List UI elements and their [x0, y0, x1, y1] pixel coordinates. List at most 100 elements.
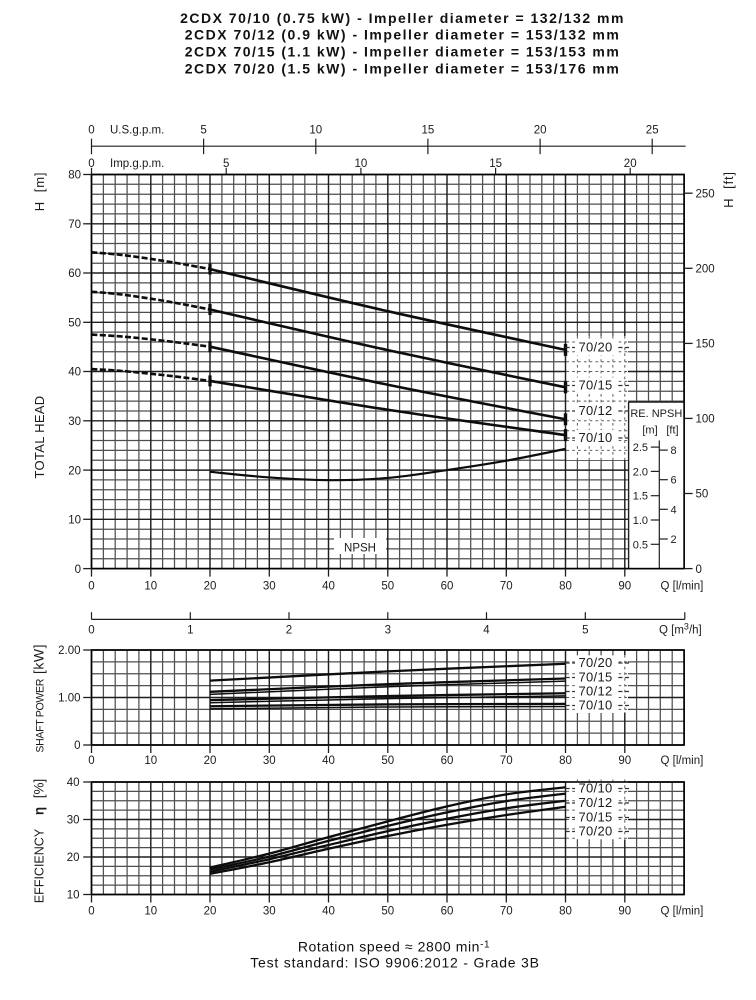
- svg-text:15: 15: [489, 158, 502, 170]
- svg-text:2.00: 2.00: [58, 645, 80, 657]
- svg-text:20: 20: [204, 906, 217, 918]
- svg-text:0: 0: [88, 755, 94, 767]
- svg-text:70/12: 70/12: [578, 403, 612, 418]
- svg-text:30: 30: [263, 581, 276, 593]
- svg-text:90: 90: [618, 581, 631, 593]
- svg-text:70: 70: [68, 219, 81, 231]
- svg-text:70/20: 70/20: [578, 340, 612, 355]
- svg-text:0: 0: [88, 124, 94, 136]
- svg-text:Rotation speed ≈ 2800 min-1: Rotation speed ≈ 2800 min-1: [298, 939, 490, 955]
- svg-text:70/20: 70/20: [578, 655, 612, 670]
- svg-text:[ft]: [ft]: [666, 425, 678, 437]
- svg-text:RE. NPSH: RE. NPSH: [630, 408, 682, 420]
- svg-text:Q [l/min]: Q [l/min]: [661, 581, 704, 593]
- svg-text:2: 2: [671, 534, 677, 546]
- svg-text:Q [m3/h]: Q [m3/h]: [659, 622, 702, 637]
- svg-text:2CDX 70/10 (0.75 kW) - Impelle: 2CDX 70/10 (0.75 kW) - Impeller diameter…: [180, 10, 625, 26]
- svg-text:1.5: 1.5: [633, 491, 648, 503]
- svg-text:NPSH: NPSH: [344, 543, 376, 555]
- svg-text:60: 60: [68, 268, 81, 280]
- svg-text:70/10: 70/10: [578, 781, 612, 796]
- svg-text:0: 0: [74, 740, 80, 752]
- svg-text:15: 15: [422, 124, 435, 136]
- svg-text:50: 50: [381, 755, 394, 767]
- svg-text:20: 20: [204, 581, 217, 593]
- svg-text:20: 20: [68, 465, 81, 477]
- svg-text:10: 10: [309, 124, 322, 136]
- svg-text:Q [l/min]: Q [l/min]: [661, 755, 704, 767]
- svg-text:70: 70: [500, 755, 513, 767]
- svg-text:80: 80: [559, 581, 572, 593]
- svg-text:150: 150: [696, 339, 715, 351]
- svg-text:70/10: 70/10: [578, 698, 612, 713]
- svg-text:30: 30: [263, 906, 276, 918]
- svg-text:η: η: [32, 807, 47, 815]
- svg-text:50: 50: [696, 489, 709, 501]
- svg-text:1.00: 1.00: [58, 693, 80, 705]
- svg-text:40: 40: [322, 581, 335, 593]
- svg-text:0.5: 0.5: [633, 539, 648, 551]
- svg-text:1.0: 1.0: [633, 515, 648, 527]
- svg-text:100: 100: [696, 414, 715, 426]
- svg-text:10: 10: [144, 906, 157, 918]
- svg-text:30: 30: [263, 755, 276, 767]
- svg-text:10: 10: [67, 890, 80, 902]
- svg-text:2: 2: [286, 625, 292, 637]
- svg-text:5: 5: [200, 124, 206, 136]
- svg-text:1: 1: [187, 625, 193, 637]
- svg-text:10: 10: [144, 755, 157, 767]
- svg-text:TOTAL HEAD: TOTAL HEAD: [32, 396, 47, 479]
- svg-text:H [ft]: H [ft]: [721, 171, 736, 208]
- svg-text:5: 5: [223, 158, 229, 170]
- svg-text:SHAFT POWER: SHAFT POWER: [35, 678, 47, 752]
- svg-text:2.5: 2.5: [633, 442, 648, 454]
- svg-text:70/20: 70/20: [578, 824, 612, 839]
- svg-text:20: 20: [67, 852, 80, 864]
- svg-text:10: 10: [144, 581, 157, 593]
- svg-text:0: 0: [88, 581, 94, 593]
- svg-text:20: 20: [204, 755, 217, 767]
- svg-text:90: 90: [618, 755, 631, 767]
- svg-text:70/10: 70/10: [578, 430, 612, 445]
- svg-text:5: 5: [582, 625, 588, 637]
- svg-text:U.S.g.p.m.: U.S.g.p.m.: [110, 124, 164, 136]
- svg-text:50: 50: [381, 906, 394, 918]
- svg-text:0: 0: [75, 564, 81, 576]
- svg-text:20: 20: [624, 158, 637, 170]
- svg-text:H [m]: H [m]: [32, 172, 47, 211]
- svg-text:Imp.g.p.m.: Imp.g.p.m.: [110, 158, 164, 170]
- svg-text:30: 30: [68, 416, 81, 428]
- svg-text:0: 0: [88, 158, 94, 170]
- svg-text:90: 90: [618, 906, 631, 918]
- svg-text:250: 250: [696, 188, 715, 200]
- svg-text:2CDX 70/15 (1.1 kW) - Impeller: 2CDX 70/15 (1.1 kW) - Impeller diameter …: [185, 44, 621, 60]
- svg-text:4: 4: [671, 504, 677, 516]
- svg-text:10: 10: [355, 158, 368, 170]
- svg-text:25: 25: [646, 124, 659, 136]
- svg-text:40: 40: [322, 755, 335, 767]
- svg-text:2CDX 70/12 (0.9 kW) - Impeller: 2CDX 70/12 (0.9 kW) - Impeller diameter …: [185, 27, 621, 43]
- svg-text:50: 50: [68, 318, 81, 330]
- svg-text:2CDX 70/20 (1.5 kW) - Impeller: 2CDX 70/20 (1.5 kW) - Impeller diameter …: [185, 61, 621, 77]
- svg-text:Q [l/min]: Q [l/min]: [661, 906, 704, 918]
- svg-text:50: 50: [381, 581, 394, 593]
- svg-text:70/12: 70/12: [578, 684, 612, 699]
- svg-text:60: 60: [441, 755, 454, 767]
- svg-text:70: 70: [500, 906, 513, 918]
- svg-text:40: 40: [68, 367, 81, 379]
- svg-text:Test standard: ISO 9906:2012 -: Test standard: ISO 9906:2012 - Grade 3B: [250, 955, 540, 971]
- svg-text:30: 30: [67, 815, 80, 827]
- svg-text:EFFICIENCY: EFFICIENCY: [33, 828, 47, 903]
- svg-text:200: 200: [696, 264, 715, 276]
- svg-text:0: 0: [696, 564, 702, 576]
- svg-text:70/12: 70/12: [578, 795, 612, 810]
- svg-text:0: 0: [88, 906, 94, 918]
- svg-text:70/15: 70/15: [578, 810, 612, 825]
- svg-text:80: 80: [559, 906, 572, 918]
- svg-text:6: 6: [671, 475, 677, 487]
- svg-text:0: 0: [88, 625, 94, 637]
- svg-text:[kW]: [kW]: [31, 644, 47, 674]
- svg-text:4: 4: [483, 625, 490, 637]
- svg-text:60: 60: [441, 581, 454, 593]
- svg-text:3: 3: [385, 625, 391, 637]
